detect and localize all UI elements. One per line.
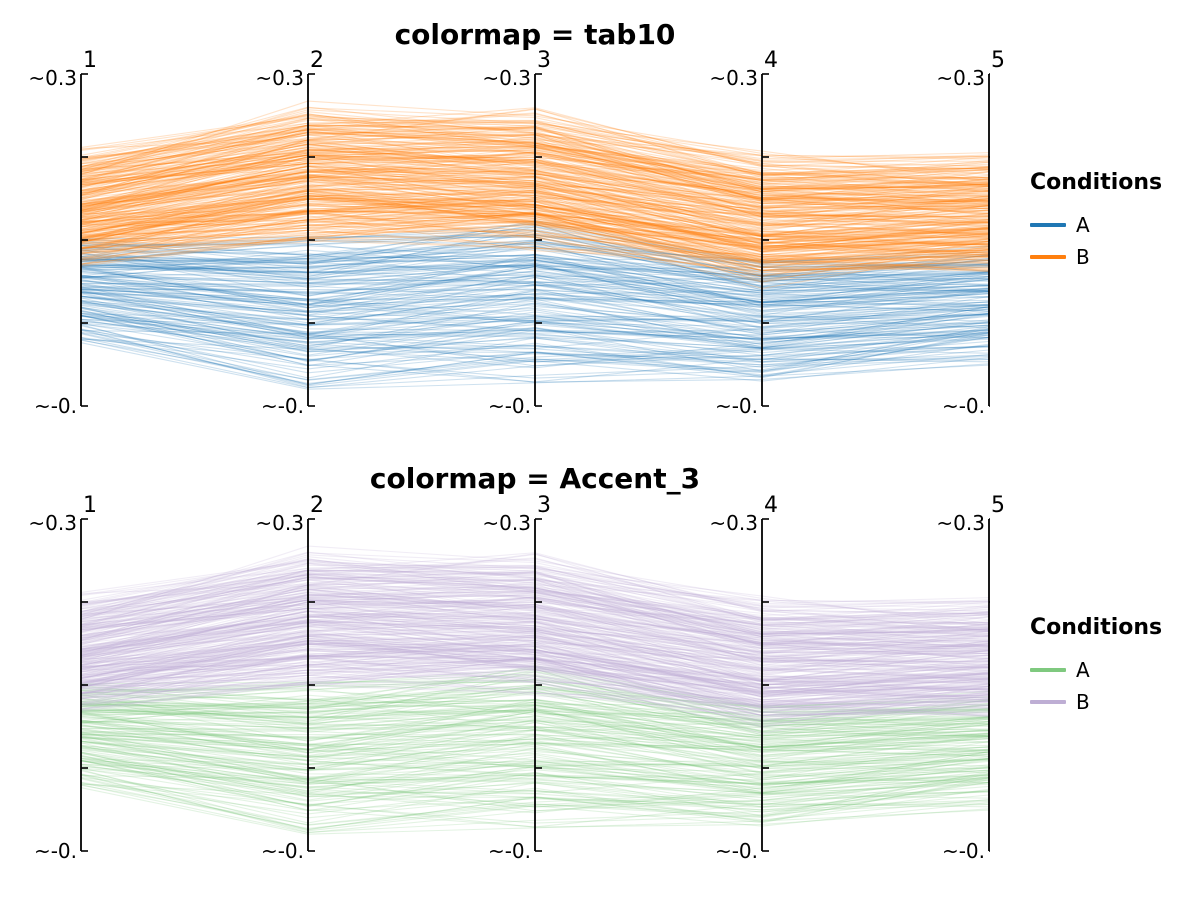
axis-tick-bottom: ~-0. <box>488 839 531 863</box>
legend-swatch <box>1030 700 1066 704</box>
panel-title-bottom: colormap = Accent_3 <box>80 462 990 495</box>
axis-tick-top: ~0.3 <box>255 66 304 90</box>
panel-title-top: colormap = tab10 <box>80 18 990 51</box>
axis-index-label: 3 <box>537 493 551 518</box>
axis-index-label: 5 <box>991 48 1005 73</box>
legend-swatch <box>1030 223 1066 227</box>
axis-tick-top: ~0.3 <box>28 66 77 90</box>
legend-item-b: B <box>1030 241 1162 273</box>
axis-index-label: 4 <box>764 493 778 518</box>
legend-label: B <box>1076 245 1090 269</box>
legend-item-b: B <box>1030 686 1162 718</box>
axis-tick-bottom: ~-0. <box>34 394 77 418</box>
figure: colormap = tab10 Conditions A B colormap… <box>0 0 1200 900</box>
axis-tick-bottom: ~-0. <box>715 394 758 418</box>
parallel-coords-bottom <box>80 505 990 865</box>
axis-tick-top: ~0.3 <box>28 511 77 535</box>
legend-item-a: A <box>1030 654 1162 686</box>
legend-bottom: Conditions A B <box>1030 615 1162 718</box>
axis-tick-top: ~0.3 <box>936 511 985 535</box>
axis-tick-top: ~0.3 <box>482 66 531 90</box>
axis-tick-top: ~0.3 <box>936 66 985 90</box>
legend-top: Conditions A B <box>1030 170 1162 273</box>
axis-tick-top: ~0.3 <box>482 511 531 535</box>
axis-tick-top: ~0.3 <box>709 66 758 90</box>
legend-swatch <box>1030 668 1066 672</box>
legend-title: Conditions <box>1030 615 1162 640</box>
axis-index-label: 4 <box>764 48 778 73</box>
legend-item-a: A <box>1030 209 1162 241</box>
parallel-coords-top <box>80 60 990 420</box>
axis-index-label: 3 <box>537 48 551 73</box>
legend-swatch <box>1030 255 1066 259</box>
axis-tick-bottom: ~-0. <box>942 839 985 863</box>
axis-index-label: 1 <box>83 493 97 518</box>
axis-index-label: 2 <box>310 48 324 73</box>
axis-tick-bottom: ~-0. <box>261 839 304 863</box>
axis-index-label: 1 <box>83 48 97 73</box>
axis-tick-bottom: ~-0. <box>261 394 304 418</box>
axis-tick-top: ~0.3 <box>709 511 758 535</box>
legend-label: A <box>1076 213 1090 237</box>
axis-tick-bottom: ~-0. <box>942 394 985 418</box>
legend-label: B <box>1076 690 1090 714</box>
axis-tick-bottom: ~-0. <box>488 394 531 418</box>
axis-tick-bottom: ~-0. <box>715 839 758 863</box>
axis-tick-top: ~0.3 <box>255 511 304 535</box>
axis-index-label: 2 <box>310 493 324 518</box>
legend-title: Conditions <box>1030 170 1162 195</box>
legend-label: A <box>1076 658 1090 682</box>
axis-tick-bottom: ~-0. <box>34 839 77 863</box>
axis-index-label: 5 <box>991 493 1005 518</box>
